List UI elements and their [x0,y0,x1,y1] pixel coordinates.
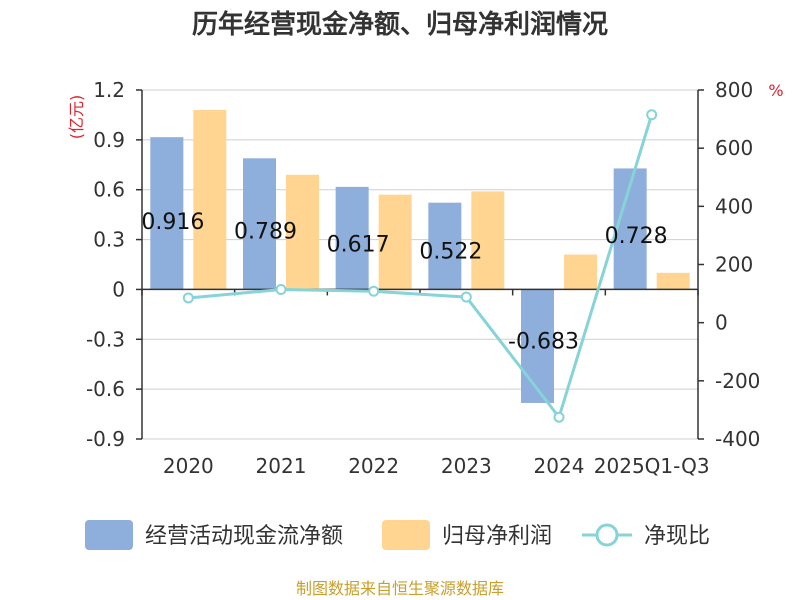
axes [136,89,704,440]
y-left-tick-label: -0.6 [86,377,125,401]
bar-netprofit [656,272,690,290]
data-label-cashflow: -0.683 [508,330,579,355]
bar-cashflow [150,137,184,290]
legend-label-netprofit: 归母净利润 [442,524,552,549]
x-tick-label: 2020 [163,454,214,478]
bar-netprofit [471,191,505,290]
data-label-cashflow: 0.728 [605,224,668,249]
ratio-point [646,109,658,121]
legend-swatch-netprofit [382,520,430,550]
right-axis-unit: % [768,81,783,100]
bars [150,109,690,403]
tick-labels: 1.2 0.9 0.6 0.3 0 -0.3 -0.6 -0.9 800 600 400 200 0 -2… [86,78,760,478]
x-tick-label: 2022 [348,454,399,478]
y-left-tick-label: -0.9 [86,427,125,451]
data-label-cashflow: 0.789 [234,219,297,244]
y-left-tick-label: 0.3 [93,228,125,252]
y-right-tick-label: 0 [715,311,728,335]
y-right-tick-label: 200 [715,253,753,277]
legend-marker-ratio [595,523,619,547]
x-tick-label: 2025Q1-Q3 [594,454,710,478]
ratio-line [182,109,658,423]
bar-netprofit [564,254,597,290]
left-axis-unit: (亿元) [67,95,86,140]
y-left-tick-label: 0.6 [93,178,125,202]
bar-netprofit [193,109,227,290]
ratio-point [368,285,380,297]
y-left-tick-label: 0.9 [93,128,125,152]
ratio-line-path [188,114,654,421]
legend: 经营活动现金流净额 归母净利润 净现比 [85,520,710,550]
bar-netprofit [378,194,412,290]
y-left-tick-label: 1.2 [93,78,125,102]
data-label-cashflow: 0.617 [327,232,390,257]
x-tick-label: 2021 [256,454,307,478]
legend-label-ratio: 净现比 [644,524,710,549]
y-left-tick-label: -0.3 [86,327,125,351]
bar-cashflow [521,289,554,403]
y-right-tick-label: -200 [715,369,760,393]
ratio-point [182,292,194,304]
y-left-tick-label: 0 [112,277,125,301]
legend-swatch-cashflow [85,520,133,550]
bar-netprofit [286,174,319,290]
ratio-point [553,411,565,423]
data-label-cashflow: 0.522 [419,239,482,264]
ratio-point [275,284,287,296]
bar-cashflow [243,158,276,290]
y-right-tick-label: 600 [715,136,753,160]
chart-title: 历年经营现金净额、归母净利润情况 [192,9,608,40]
bar-cashflow [428,202,462,290]
source-note: 制图数据来自恒生聚源数据库 [296,579,504,598]
bar-cashflow [335,186,369,290]
data-label-cashflow: 0.916 [141,210,204,235]
x-tick-label: 2023 [441,454,492,478]
ratio-point [460,291,472,303]
y-right-tick-label: -400 [715,427,760,451]
y-right-tick-label: 400 [715,194,753,218]
x-tick-label: 2024 [534,454,585,478]
legend-label-cashflow: 经营活动现金流净额 [145,524,343,549]
y-right-tick-label: 800 [715,78,753,102]
data-labels: 0.916 0.789 0.617 0.522 -0.683 0.728 [141,210,667,355]
